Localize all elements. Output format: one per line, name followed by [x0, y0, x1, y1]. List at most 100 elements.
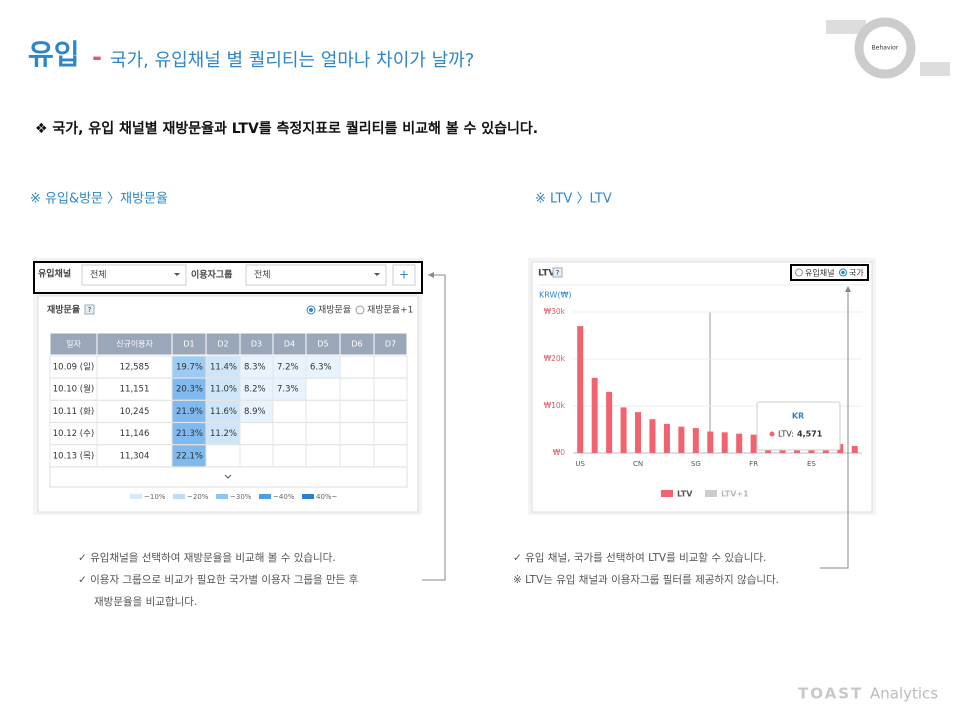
diagram-tag	[920, 62, 950, 76]
diagram-tag	[826, 20, 866, 34]
filter-select[interactable]	[81, 264, 187, 286]
cell-text: 8.3%	[244, 363, 266, 373]
legend-label: LTV	[677, 490, 693, 499]
ltv-screenshot: LTV ? 유입채널 국가 KRW(₩) ₩0 ₩10k ₩20k ₩30k US CN S…	[528, 258, 876, 515]
cell-text: 11,146	[120, 429, 150, 439]
help-icon[interactable]	[84, 304, 95, 315]
bar	[750, 434, 757, 453]
filter-select[interactable]	[245, 264, 387, 286]
column-header: D2	[217, 340, 228, 349]
cell	[373, 355, 408, 379]
panel-title: LTV	[538, 269, 555, 279]
option: 국가	[849, 269, 864, 278]
cell-text: 10,245	[120, 407, 150, 417]
panel-title: 재방문율	[47, 304, 80, 316]
chevron	[224, 474, 232, 479]
callout-line	[422, 274, 446, 581]
option: 재방문율	[318, 305, 351, 316]
tooltip-value: 4,571	[797, 430, 823, 439]
x-tick-label: SG	[691, 460, 701, 468]
column-header: D4	[284, 340, 295, 349]
tooltip	[756, 401, 841, 451]
cell	[205, 444, 241, 468]
cell-text: 10.12 (수)	[53, 429, 95, 439]
help-label: ?	[556, 269, 560, 277]
y-tick-label: ₩0	[553, 448, 565, 457]
cell-text: 11.4%	[210, 363, 237, 373]
caret	[374, 273, 380, 276]
behavior-diagram: Behavior	[826, 17, 950, 79]
add-button[interactable]	[392, 264, 416, 286]
bar	[606, 391, 613, 453]
legend-swatch	[173, 494, 185, 499]
x-tick-label: CN	[633, 460, 643, 468]
option: 재방문율+1	[367, 305, 413, 316]
option: 유입채널	[805, 268, 834, 278]
section-path: ※ LTV 〉LTV	[535, 192, 612, 207]
section-path: ※ 유입&방문 〉재방문율	[30, 192, 168, 207]
bar	[851, 445, 858, 453]
x-tick-label: ES	[807, 460, 816, 468]
filter-value: 전체	[90, 270, 107, 281]
help-icon[interactable]	[552, 267, 563, 278]
legend-swatch	[705, 490, 717, 497]
cell-text: 11,151	[120, 385, 150, 395]
cell	[339, 355, 375, 379]
y-tick-label: ₩20k	[544, 354, 566, 363]
legend-swatch	[302, 494, 314, 499]
cell-text: 21.9%	[176, 407, 203, 417]
cell	[305, 377, 341, 401]
cell-text: 8.2%	[244, 385, 266, 395]
cell-text: 7.3%	[277, 385, 299, 395]
cell	[339, 444, 375, 468]
cell-text: 21.3%	[176, 429, 203, 439]
legend-label: ~10%	[144, 493, 166, 501]
cell	[272, 399, 307, 423]
bar	[577, 326, 584, 453]
cell-text: 7.2%	[277, 363, 299, 373]
intro: ❖ 국가, 유입 채널별 재방문율과 LTV를 측정지표로 퀄리티를 비교해 볼…	[35, 120, 538, 137]
help-label: ?	[88, 306, 92, 314]
note: ✓ 유입채널을 선택하여 재방문율을 비교해 볼 수 있습니다.	[78, 551, 336, 564]
cell	[239, 444, 274, 468]
tooltip-label: LTV:	[778, 430, 794, 439]
diagram-ring	[854, 17, 916, 79]
cell	[373, 422, 408, 446]
legend-label: LTV+1	[721, 490, 749, 499]
filter-value: 전체	[254, 270, 271, 281]
caret	[174, 273, 180, 276]
y-tick-label: ₩10k	[544, 401, 566, 410]
cell	[305, 399, 341, 423]
cell	[373, 399, 408, 423]
cell-text: 8.9%	[244, 407, 266, 417]
retention-screenshot: 유입채널 전체 이용자그룹 전체 + 재방문율 ? 재방문율 재방문율+1 일자…	[33, 258, 423, 515]
legend-swatch	[661, 490, 673, 497]
cell-text: 11.0%	[210, 385, 237, 395]
bar	[721, 432, 728, 453]
cell	[305, 422, 341, 446]
cell-text: 11.2%	[210, 429, 237, 439]
dash: -	[92, 43, 102, 71]
legend-label: ~40%	[273, 493, 295, 501]
arrowhead	[428, 272, 434, 278]
radio[interactable]	[355, 305, 365, 315]
column-header: 신규이용자	[116, 339, 153, 349]
bar	[707, 431, 714, 453]
bar	[663, 423, 670, 453]
legend-label: ~30%	[230, 493, 252, 501]
bar	[649, 419, 656, 453]
y-tick-label: ₩30k	[544, 307, 566, 316]
bar	[736, 433, 743, 453]
cell	[373, 444, 408, 468]
header-cell	[373, 332, 408, 356]
radio[interactable]	[795, 268, 803, 277]
cell-text: 11,304	[120, 451, 150, 461]
tooltip-country: KR	[792, 412, 804, 421]
cell-text: 20.3%	[176, 385, 203, 395]
note: 재방문율을 비교합니다.	[94, 596, 197, 608]
add-label: +	[399, 268, 409, 282]
bar	[635, 412, 642, 453]
legend-label: ~20%	[187, 493, 209, 501]
cell-text: 22.1%	[176, 451, 203, 461]
cell-text: 12,585	[120, 363, 150, 373]
